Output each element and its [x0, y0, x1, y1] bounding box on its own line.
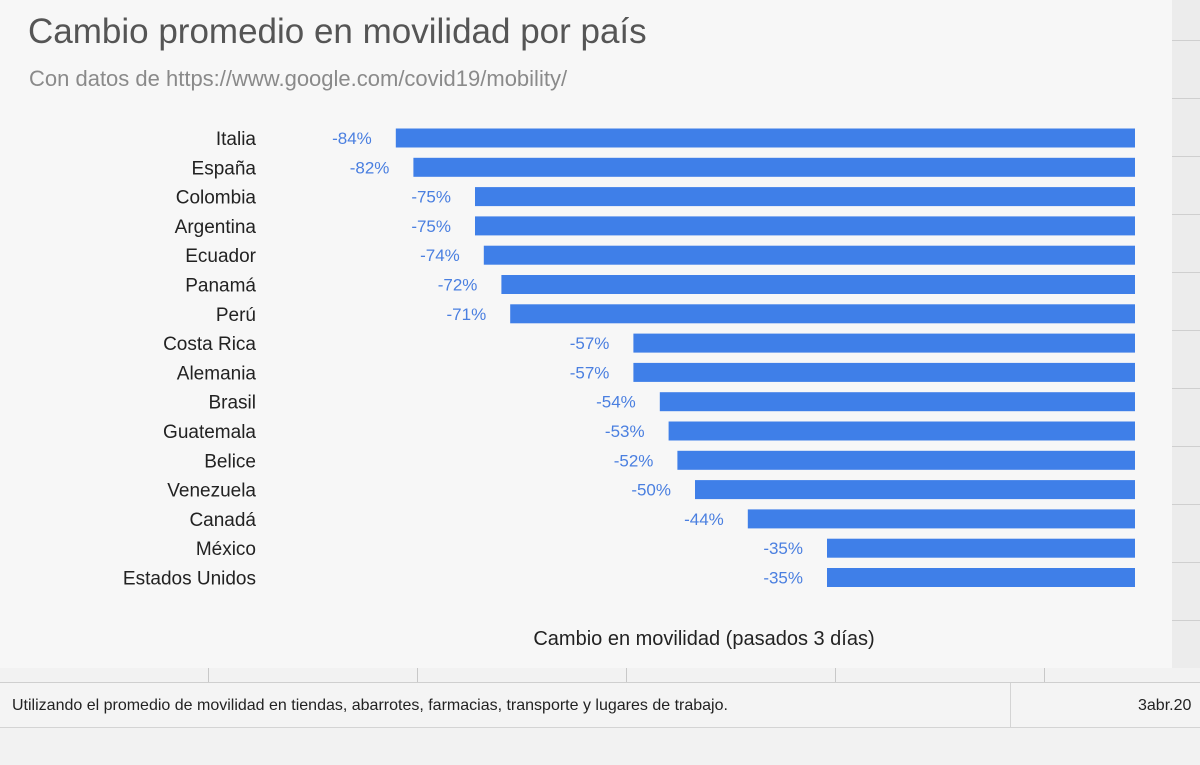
category-label: Brasil — [208, 393, 256, 414]
bar — [501, 275, 1135, 294]
category-label: Ecuador — [185, 246, 256, 267]
category-label: Guatemala — [163, 422, 256, 443]
chart-area: Cambio promedio en movilidad por país Co… — [28, 12, 1135, 650]
bar — [677, 450, 1135, 470]
bar — [510, 304, 1135, 324]
chart-title: Cambio promedio en movilidad por país — [28, 12, 647, 51]
value-label: -35% — [763, 539, 803, 558]
footnote: Utilizando el promedio de movilidad en t… — [12, 697, 728, 714]
value-label: -71% — [447, 305, 487, 324]
bar — [747, 509, 1135, 529]
cell-divider — [1010, 683, 1011, 727]
value-label: -75% — [411, 188, 451, 207]
value-label: -50% — [631, 481, 671, 500]
footer-row: Utilizando el promedio de movilidad en t… — [0, 683, 1200, 728]
value-label: -84% — [332, 129, 372, 148]
category-label: Estados Unidos — [123, 569, 256, 590]
bar — [395, 128, 1135, 148]
value-label: -74% — [420, 246, 460, 265]
category-label: Belice — [204, 451, 256, 472]
column-ruler — [0, 668, 1200, 683]
bar — [633, 362, 1135, 382]
bar — [633, 333, 1135, 353]
category-label: Panamá — [185, 276, 256, 297]
spreadsheet-edge — [1172, 0, 1200, 668]
bar — [475, 187, 1135, 207]
bar — [827, 538, 1135, 558]
category-label: Costa Rica — [163, 334, 256, 355]
value-label: -57% — [570, 334, 610, 353]
bar — [483, 245, 1135, 265]
category-label: España — [192, 158, 257, 179]
value-label: -75% — [411, 217, 451, 236]
chart-subtitle: Con datos de https://www.google.com/covi… — [29, 66, 568, 91]
category-label: Alemania — [177, 363, 257, 384]
bar — [659, 392, 1135, 412]
category-label: Canadá — [189, 510, 256, 531]
category-label: Italia — [216, 129, 257, 150]
category-label: Venezuela — [167, 481, 256, 502]
bar — [413, 157, 1135, 177]
value-label: -35% — [763, 569, 803, 588]
value-label: -53% — [605, 422, 645, 441]
footer-date: 3abr.20 — [1138, 697, 1192, 714]
category-label: México — [196, 539, 256, 560]
category-label: Argentina — [175, 217, 257, 238]
bar-chart: Italia -84% España -82% Colombia -75% Argentin… — [123, 128, 1135, 590]
category-label: Colombia — [176, 188, 257, 209]
value-label: -57% — [570, 363, 610, 382]
value-label: -54% — [596, 393, 636, 412]
value-label: -52% — [614, 451, 654, 470]
bar — [475, 216, 1135, 236]
bar — [668, 421, 1135, 441]
value-label: -72% — [438, 276, 478, 295]
value-label: -44% — [684, 510, 724, 529]
x-axis-label: Cambio en movilidad (pasados 3 días) — [533, 628, 875, 650]
bar — [827, 568, 1135, 587]
category-label: Perú — [216, 305, 256, 326]
value-label: -82% — [350, 158, 390, 177]
bar — [695, 480, 1135, 500]
